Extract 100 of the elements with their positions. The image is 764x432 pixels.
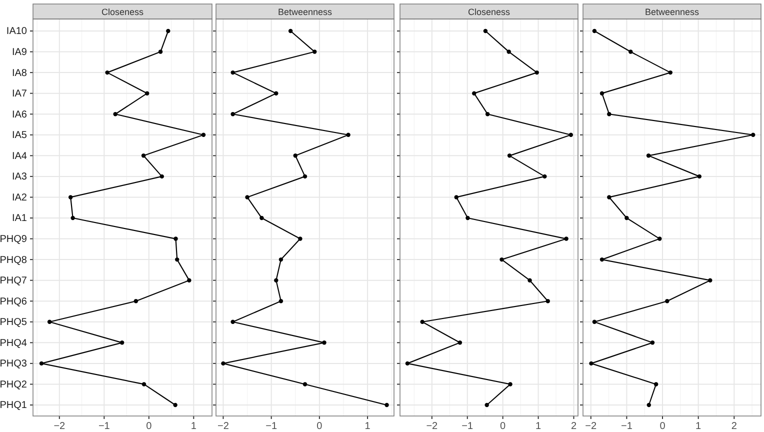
- point: [650, 340, 655, 345]
- y-tick-label: IA4: [12, 150, 28, 162]
- point: [173, 402, 178, 408]
- x-tick-label: 1: [536, 421, 542, 432]
- point: [134, 299, 138, 304]
- point: [288, 28, 293, 34]
- point: [646, 402, 652, 408]
- point: [174, 236, 178, 241]
- point: [70, 216, 75, 220]
- point: [260, 216, 264, 220]
- point: [507, 154, 512, 158]
- point: [120, 340, 124, 345]
- chart-title: Betweenness: [278, 7, 333, 17]
- point: [568, 132, 574, 137]
- point: [39, 361, 44, 366]
- point: [472, 91, 476, 96]
- x-tick-label: 0: [316, 421, 323, 432]
- point: [278, 257, 284, 262]
- y-tick-label: IA2: [12, 192, 28, 204]
- point: [302, 174, 308, 179]
- point: [278, 299, 284, 304]
- point: [485, 112, 490, 116]
- point: [221, 361, 226, 366]
- point: [141, 154, 146, 158]
- point: [420, 320, 424, 324]
- point: [187, 278, 192, 282]
- chart-title: Closeness: [101, 7, 144, 17]
- point: [113, 112, 118, 116]
- point: [160, 174, 164, 179]
- point: [458, 340, 462, 345]
- point: [528, 278, 532, 282]
- point: [105, 70, 110, 75]
- point: [646, 154, 651, 158]
- y-tick-label: IA5: [12, 130, 28, 142]
- point: [274, 278, 278, 282]
- y-tick-label: IA1: [12, 213, 28, 224]
- x-tick-label: −1: [620, 421, 633, 432]
- point: [230, 320, 235, 324]
- x-tick-label: −2: [218, 421, 230, 432]
- point: [298, 236, 302, 241]
- point: [145, 91, 150, 96]
- point: [500, 257, 504, 262]
- y-tick-label: IA10: [6, 26, 28, 38]
- point: [322, 340, 326, 345]
- point: [466, 216, 470, 220]
- point: [158, 50, 163, 54]
- x-tick-label: 2: [731, 421, 738, 432]
- point: [454, 195, 458, 200]
- point: [665, 299, 670, 304]
- point: [564, 236, 568, 241]
- point: [751, 132, 756, 137]
- y-tick-label: IA9: [12, 46, 28, 58]
- x-tick-label: 1: [190, 421, 197, 432]
- point: [624, 216, 629, 220]
- point: [230, 112, 235, 116]
- point: [607, 195, 612, 200]
- y-tick-label: PHQ6: [0, 296, 28, 308]
- point: [592, 320, 597, 324]
- point: [607, 112, 612, 116]
- point: [484, 402, 489, 408]
- point: [697, 174, 702, 179]
- point: [245, 195, 250, 200]
- x-tick-label: 0: [146, 421, 152, 432]
- point: [546, 299, 550, 304]
- y-tick-label: IA6: [12, 109, 28, 120]
- point: [274, 91, 278, 96]
- point: [174, 257, 180, 262]
- y-tick-label: PHQ2: [0, 379, 28, 390]
- point: [508, 382, 512, 386]
- point: [142, 382, 146, 386]
- y-tick-label: IA3: [12, 172, 28, 183]
- point: [654, 382, 658, 386]
- y-tick-label: PHQ5: [0, 317, 28, 328]
- point: [542, 174, 547, 179]
- point: [293, 154, 298, 158]
- point: [600, 91, 604, 96]
- point: [302, 382, 308, 386]
- x-tick-label: 0: [500, 421, 506, 432]
- point: [166, 28, 170, 34]
- y-tick-label: PHQ7: [0, 276, 28, 287]
- x-tick-label: −1: [462, 421, 474, 432]
- y-tick-label: IA8: [12, 68, 28, 79]
- x-tick-label: −1: [98, 421, 110, 432]
- point: [384, 402, 389, 408]
- point: [658, 236, 662, 241]
- point: [405, 361, 410, 366]
- y-tick-label: PHQ3: [0, 358, 28, 370]
- x-tick-label: 1: [696, 421, 702, 432]
- point: [600, 257, 604, 262]
- point: [47, 320, 52, 324]
- x-tick-label: 1: [364, 421, 371, 432]
- y-tick-label: IA7: [12, 88, 28, 100]
- point: [668, 70, 672, 75]
- point: [230, 70, 235, 75]
- point: [68, 195, 73, 200]
- point: [589, 361, 594, 366]
- y-tick-label: PHQ4: [0, 338, 28, 349]
- y-tick-label: PHQ1: [0, 400, 28, 412]
- point: [483, 28, 488, 34]
- point: [708, 278, 712, 282]
